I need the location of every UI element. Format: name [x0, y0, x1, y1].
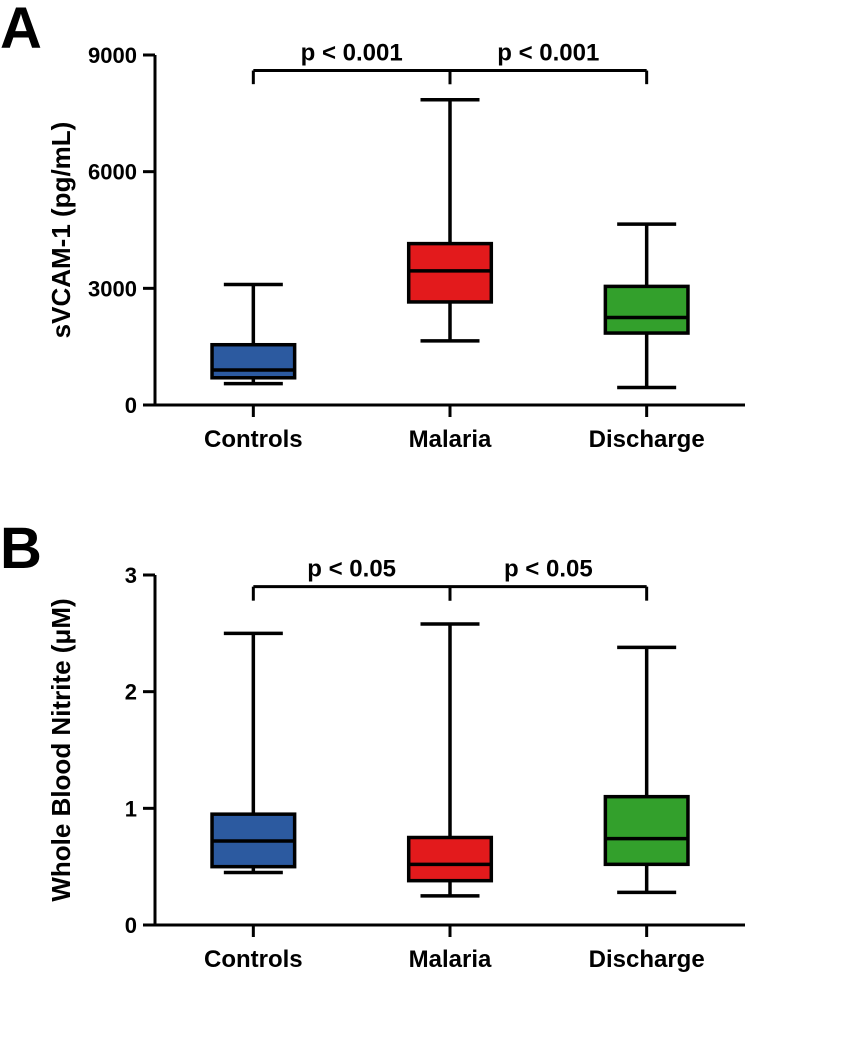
- panel-a-label: A: [0, 0, 42, 62]
- svg-text:3: 3: [125, 563, 137, 588]
- figure-container: A B 0 3000 6000 9000 sVCAM-1 (pg/mL) Controls…: [0, 0, 845, 1050]
- svg-text:1: 1: [125, 796, 137, 821]
- svg-text:p < 0.05: p < 0.05: [504, 556, 593, 583]
- svg-text:Controls: Controls: [204, 946, 303, 973]
- svg-text:2: 2: [125, 680, 137, 705]
- svg-text:6000: 6000: [88, 160, 137, 185]
- svg-text:p < 0.001: p < 0.001: [301, 40, 403, 67]
- svg-text:Whole Blood Nitrite (μM): Whole Blood Nitrite (μM): [46, 598, 76, 901]
- svg-text:0: 0: [125, 913, 137, 938]
- svg-text:sVCAM-1 (pg/mL): sVCAM-1 (pg/mL): [46, 122, 76, 339]
- svg-text:p < 0.05: p < 0.05: [307, 556, 396, 583]
- svg-text:Malaria: Malaria: [409, 426, 492, 453]
- svg-text:Malaria: Malaria: [409, 946, 492, 973]
- svg-text:9000: 9000: [88, 43, 137, 68]
- panel-b-label: B: [0, 515, 42, 582]
- svg-text:0: 0: [125, 393, 137, 418]
- figure-svg: 0 3000 6000 9000 sVCAM-1 (pg/mL) Controls Mala…: [0, 0, 845, 1050]
- svg-text:3000: 3000: [88, 276, 137, 301]
- svg-text:Discharge: Discharge: [589, 426, 705, 453]
- svg-text:p < 0.001: p < 0.001: [497, 40, 599, 67]
- svg-text:Discharge: Discharge: [589, 946, 705, 973]
- svg-text:Controls: Controls: [204, 426, 303, 453]
